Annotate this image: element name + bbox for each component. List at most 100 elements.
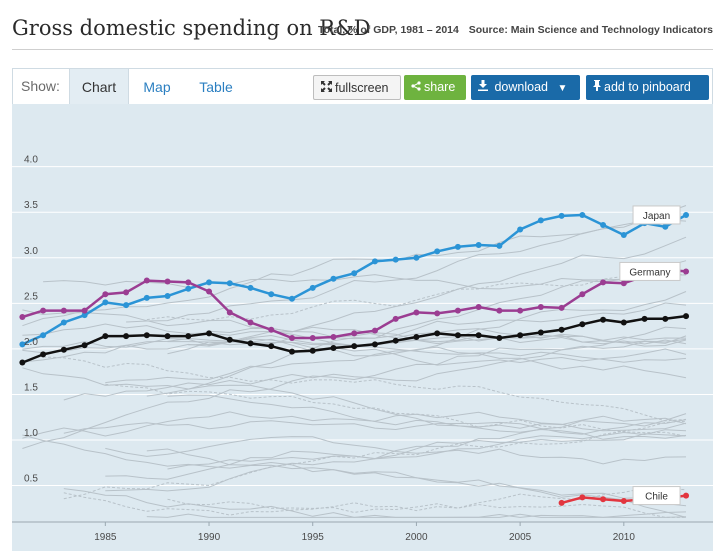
tab-table[interactable]: Table	[199, 79, 233, 95]
data-point[interactable]	[454, 332, 461, 339]
data-point[interactable]	[475, 242, 482, 249]
data-point[interactable]	[40, 332, 47, 339]
add-to-pinboard-button[interactable]: add to pinboard	[586, 75, 709, 100]
data-point[interactable]	[288, 295, 295, 302]
tab-chart[interactable]: Chart	[69, 69, 129, 105]
data-point[interactable]	[641, 315, 648, 322]
data-point[interactable]	[579, 211, 586, 218]
data-point[interactable]	[620, 319, 627, 326]
data-point[interactable]	[413, 254, 420, 261]
data-point[interactable]	[351, 343, 358, 350]
data-point[interactable]	[558, 212, 565, 219]
data-point[interactable]	[413, 334, 420, 341]
data-point[interactable]	[454, 307, 461, 314]
data-point[interactable]	[330, 275, 337, 282]
data-point[interactable]	[600, 221, 607, 228]
data-point[interactable]	[206, 288, 213, 295]
data-point[interactable]	[60, 346, 67, 353]
data-point[interactable]	[40, 307, 47, 314]
data-point[interactable]	[123, 302, 130, 309]
data-point[interactable]	[143, 294, 150, 301]
data-point[interactable]	[351, 270, 358, 277]
data-point[interactable]	[40, 351, 47, 358]
data-point[interactable]	[60, 307, 67, 314]
data-point[interactable]	[579, 321, 586, 328]
data-point[interactable]	[620, 232, 627, 238]
data-point[interactable]	[164, 293, 171, 300]
data-point[interactable]	[81, 312, 88, 319]
data-point[interactable]	[81, 342, 88, 349]
data-point[interactable]	[620, 498, 627, 505]
data-point[interactable]	[102, 299, 109, 306]
data-point[interactable]	[351, 330, 358, 337]
data-point[interactable]	[19, 314, 26, 320]
data-point[interactable]	[434, 248, 441, 255]
data-point[interactable]	[309, 334, 316, 341]
data-point[interactable]	[164, 333, 171, 340]
data-point[interactable]	[309, 347, 316, 354]
data-point[interactable]	[268, 291, 275, 298]
source-link[interactable]: Source: Main Science and Technology Indi…	[468, 24, 713, 36]
data-point[interactable]	[143, 332, 150, 339]
data-point[interactable]	[662, 223, 669, 230]
share-button[interactable]: share	[404, 75, 466, 100]
data-point[interactable]	[371, 327, 378, 334]
data-point[interactable]	[288, 348, 295, 355]
data-point[interactable]	[413, 309, 420, 316]
data-point[interactable]	[620, 280, 627, 287]
data-point[interactable]	[164, 278, 171, 285]
data-point[interactable]	[143, 277, 150, 284]
data-point[interactable]	[392, 337, 399, 344]
fullscreen-button[interactable]: fullscreen	[313, 75, 401, 100]
data-point[interactable]	[600, 316, 607, 323]
tab-map[interactable]: Map	[143, 79, 171, 95]
data-point[interactable]	[81, 307, 88, 314]
data-point[interactable]	[683, 313, 690, 320]
data-point[interactable]	[683, 211, 690, 218]
data-point[interactable]	[330, 344, 337, 351]
data-point[interactable]	[434, 330, 441, 337]
data-point[interactable]	[226, 336, 233, 343]
data-point[interactable]	[558, 326, 565, 333]
data-point[interactable]	[309, 284, 316, 291]
data-point[interactable]	[371, 258, 378, 265]
data-point[interactable]	[434, 310, 441, 317]
data-point[interactable]	[537, 217, 544, 224]
data-point[interactable]	[558, 499, 565, 506]
data-point[interactable]	[517, 226, 524, 233]
data-point[interactable]	[102, 291, 109, 298]
data-point[interactable]	[330, 334, 337, 341]
data-point[interactable]	[123, 289, 130, 296]
data-point[interactable]	[247, 284, 254, 291]
data-point[interactable]	[517, 332, 524, 339]
data-point[interactable]	[683, 268, 690, 275]
data-point[interactable]	[558, 304, 565, 311]
data-point[interactable]	[537, 329, 544, 336]
data-point[interactable]	[268, 343, 275, 350]
data-point[interactable]	[206, 279, 213, 286]
data-point[interactable]	[247, 340, 254, 347]
data-point[interactable]	[19, 359, 26, 366]
data-point[interactable]	[226, 309, 233, 316]
data-point[interactable]	[19, 341, 26, 348]
data-point[interactable]	[185, 285, 192, 292]
data-point[interactable]	[579, 494, 586, 501]
data-point[interactable]	[662, 315, 669, 322]
data-point[interactable]	[600, 496, 607, 503]
data-point[interactable]	[475, 303, 482, 310]
data-point[interactable]	[454, 243, 461, 250]
data-point[interactable]	[268, 326, 275, 333]
data-point[interactable]	[600, 279, 607, 286]
data-point[interactable]	[185, 333, 192, 340]
data-point[interactable]	[537, 303, 544, 310]
data-point[interactable]	[579, 291, 586, 298]
data-point[interactable]	[60, 319, 67, 326]
data-point[interactable]	[226, 280, 233, 287]
data-point[interactable]	[496, 334, 503, 341]
download-button[interactable]: download ▼	[471, 75, 580, 100]
data-point[interactable]	[288, 334, 295, 341]
data-point[interactable]	[102, 333, 109, 340]
data-point[interactable]	[371, 341, 378, 348]
data-point[interactable]	[496, 242, 503, 249]
data-point[interactable]	[475, 332, 482, 339]
